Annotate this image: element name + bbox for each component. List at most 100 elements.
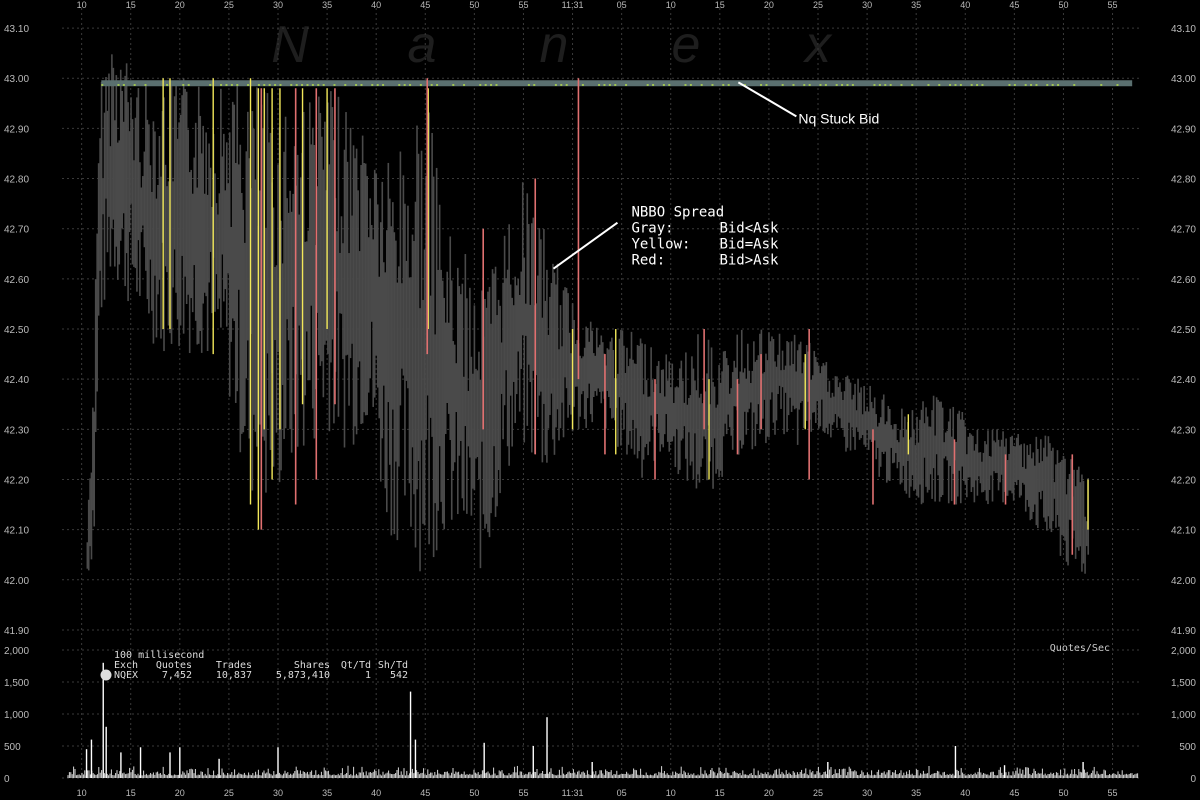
spread-bar-gray — [638, 345, 640, 452]
x-tick-label: 40 — [960, 788, 970, 798]
spread-bar-gray — [354, 158, 356, 427]
stuck-bid-marker — [236, 84, 239, 86]
spread-bar-gray — [855, 410, 858, 428]
price-tick-label: 43.10 — [4, 24, 29, 35]
price-tick-label: 42.80 — [1171, 175, 1196, 186]
spread-bar-gray — [955, 441, 958, 505]
spread-bar-gray — [254, 179, 257, 432]
spread-bar-gray — [396, 282, 399, 541]
spread-bar-gray — [1011, 435, 1013, 494]
spread-bar-gray — [876, 426, 879, 448]
spread-bar-gray — [774, 361, 776, 435]
spread-bar-gray — [796, 350, 799, 445]
stuck-bid-marker — [668, 84, 671, 86]
spread-bar-gray — [1027, 454, 1030, 507]
quote-tick-label: 0 — [1190, 774, 1196, 785]
spread-bar-gray — [466, 298, 468, 514]
spread-bar-gray — [384, 272, 387, 489]
stuck-bid-marker — [376, 84, 379, 86]
spread-bar-gray — [244, 242, 246, 426]
stuck-bid-marker — [884, 84, 887, 86]
spread-bar-gray — [739, 371, 742, 441]
x-tick-label: 11:31 — [562, 788, 584, 798]
spread-bar-gray — [896, 440, 899, 469]
stuck-bid-marker — [409, 84, 412, 86]
spread-bar-gray — [193, 157, 196, 266]
spread-bar-gray — [184, 88, 186, 277]
spread-bar-gray — [410, 277, 412, 527]
spread-bar-gray — [766, 360, 769, 437]
price-axis-left: 41.90 42.00 42.10 42.20 42.30 42.40 42.50 42.60… — [4, 24, 29, 637]
spread-bar-gray — [1040, 439, 1042, 500]
spread-bar-gray — [671, 363, 674, 442]
spread-bar-gray — [173, 96, 176, 250]
spread-bar-gray — [443, 297, 445, 530]
spread-bar-gray — [100, 81, 103, 308]
spread-bar-gray — [887, 405, 890, 481]
quotes-per-sec-series: Quotes/Sec — [67, 643, 1139, 778]
spread-bar-gray — [1058, 463, 1060, 527]
spread-bar-gray — [293, 146, 296, 415]
spread-bar-gray — [345, 112, 347, 356]
stuck-bid-marker — [209, 84, 212, 86]
spread-bar-gray — [890, 425, 893, 448]
spread-bar-gray — [435, 167, 438, 551]
spread-bar-gray — [777, 354, 779, 394]
spread-bar-gray — [450, 280, 453, 520]
spread-bar-gray — [895, 424, 897, 454]
spread-bar-gray — [950, 436, 953, 502]
spread-bar-gray — [621, 330, 624, 410]
spread-bar-gray — [1082, 480, 1085, 564]
spread-bar-gray — [710, 347, 713, 448]
spread-bar-gray — [349, 127, 352, 359]
spread-bar-gray — [768, 332, 770, 438]
spread-bar-gray — [125, 63, 128, 254]
quote-tick-label: 500 — [1179, 742, 1196, 753]
spread-bar-gray — [928, 426, 930, 490]
spread-bar-gray — [736, 334, 739, 411]
spread-bar-gray — [692, 368, 695, 480]
spread-bar-gray — [529, 304, 532, 382]
spread-bar-gray — [910, 437, 912, 487]
spread-bar-gray — [124, 75, 126, 287]
spread-bar-gray — [164, 164, 167, 267]
spread-bar-gray — [231, 101, 234, 319]
spread-bar-gray — [863, 385, 865, 445]
spread-bar-gray — [748, 370, 751, 409]
spread-bar-gray — [160, 176, 162, 339]
spread-bar-gray — [220, 88, 222, 328]
stats-header: Trades — [216, 660, 252, 671]
price-tick-label: 42.00 — [1171, 576, 1196, 587]
spread-bar-gray — [787, 342, 790, 416]
spread-bar-gray — [316, 186, 319, 313]
stuck-bid-marker — [295, 84, 298, 86]
spread-bar-gray — [461, 283, 464, 499]
stuck-bid-marker — [133, 84, 136, 86]
spread-bar-gray — [680, 360, 683, 441]
spread-bar-gray — [508, 224, 510, 466]
spread-bar-gray — [405, 260, 408, 381]
spread-bar-gray — [366, 176, 368, 416]
spread-bar-gray — [157, 184, 159, 295]
spread-bar-gray — [429, 295, 432, 418]
spread-bar-gray — [289, 190, 291, 430]
stuck-bid-marker — [689, 84, 692, 86]
spread-bar-gray — [330, 91, 332, 363]
stuck-bid-marker — [452, 84, 455, 86]
spread-bar-gray — [237, 164, 240, 290]
spread-bar-gray — [588, 341, 591, 384]
stuck-bid-marker — [166, 84, 169, 86]
spread-bar-gray — [645, 380, 648, 444]
spread-bar-gray — [786, 341, 788, 432]
spread-bar-gray — [218, 193, 221, 299]
spread-bar-gray — [870, 401, 873, 442]
x-tick-label: 55 — [1108, 788, 1118, 798]
spread-bar-gray — [682, 380, 684, 439]
spread-bar-gray — [623, 345, 625, 430]
spread-bar-gray — [479, 379, 482, 569]
x-tick-label: 25 — [224, 0, 234, 10]
spread-bar-gray — [934, 435, 936, 502]
quote-tick-label: 1,000 — [1171, 710, 1196, 721]
spread-bar-gray — [133, 160, 135, 267]
spread-bar-gray — [1073, 469, 1075, 531]
